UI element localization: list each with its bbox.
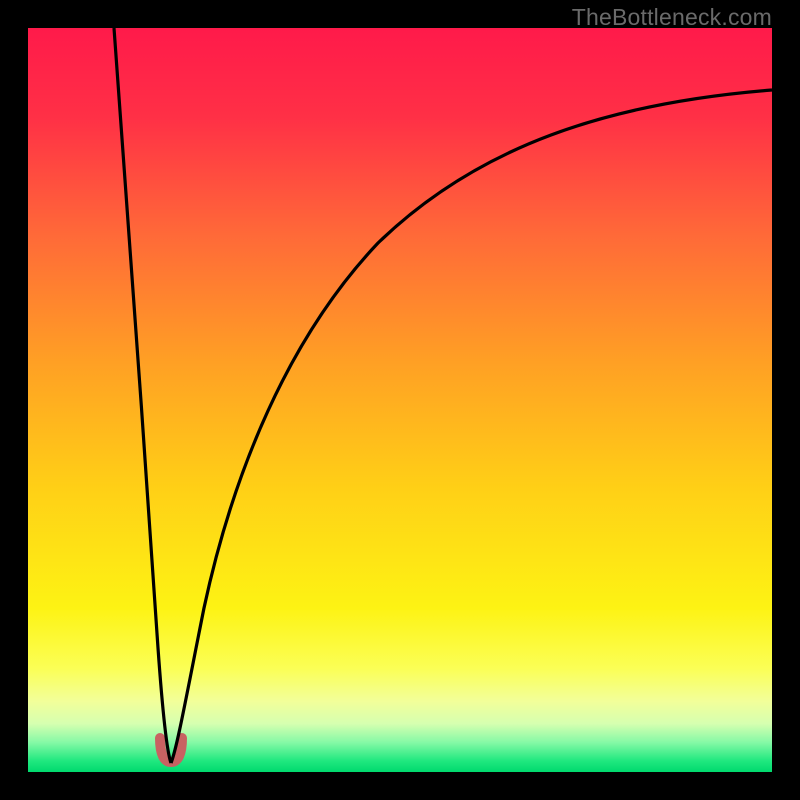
watermark-text: TheBottleneck.com (572, 4, 772, 31)
plot-area (28, 28, 772, 772)
chart-frame: TheBottleneck.com (0, 0, 800, 800)
curve-layer (28, 28, 772, 772)
bottleneck-curve-right (171, 90, 772, 763)
bottleneck-curve-left (114, 28, 171, 763)
